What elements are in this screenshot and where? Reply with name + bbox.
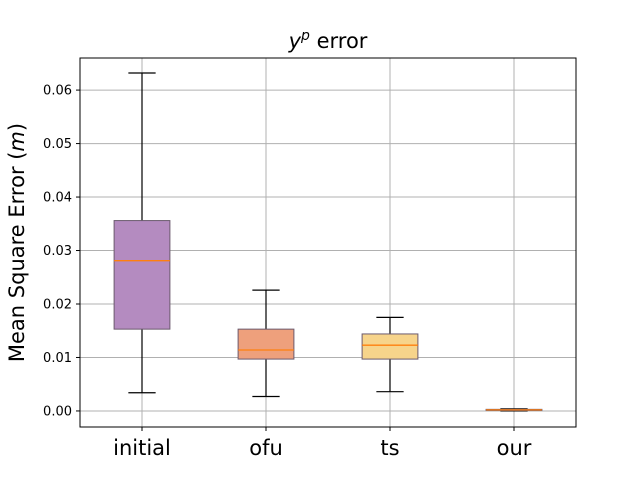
iqr-box bbox=[237, 328, 295, 360]
y-tick-label: 0.01 bbox=[43, 351, 72, 366]
chart-title: yp error bbox=[288, 28, 368, 53]
y-tick-label: 0.04 bbox=[43, 191, 72, 206]
y-axis-title: Mean Square Error (m) bbox=[5, 123, 29, 362]
x-tick-label: ts bbox=[380, 436, 399, 460]
plot-area-frame bbox=[79, 57, 577, 428]
x-tick-label: initial bbox=[113, 436, 171, 460]
box-ts bbox=[361, 316, 419, 393]
title-text: error bbox=[310, 29, 368, 53]
iqr-box bbox=[361, 333, 419, 360]
y-tick-label: 0.06 bbox=[43, 84, 72, 99]
y-axis-title-unit: m bbox=[5, 131, 29, 151]
x-tick-label: ofu bbox=[249, 436, 283, 460]
box-layer bbox=[113, 72, 543, 412]
y-tick-label: 0.03 bbox=[43, 244, 72, 259]
iqr-box bbox=[113, 220, 171, 330]
tick-layer: 0.00 0.01 0.02 0.03 0.04 0.05 0.06 initial ofu ts… bbox=[43, 84, 532, 460]
y-tick-label: 0.05 bbox=[43, 137, 72, 152]
y-tick-label: 0.02 bbox=[43, 298, 72, 313]
y-axis-title-close: ) bbox=[5, 123, 29, 131]
box-initial bbox=[113, 72, 171, 394]
title-superscript: p bbox=[300, 28, 310, 44]
x-tick-label: our bbox=[497, 436, 532, 460]
y-tick-label: 0.00 bbox=[43, 404, 72, 419]
title-var: y bbox=[288, 29, 302, 53]
y-axis-title-text: Mean Square Error ( bbox=[5, 152, 29, 363]
box-ofu bbox=[237, 289, 295, 398]
box-our bbox=[485, 408, 543, 412]
